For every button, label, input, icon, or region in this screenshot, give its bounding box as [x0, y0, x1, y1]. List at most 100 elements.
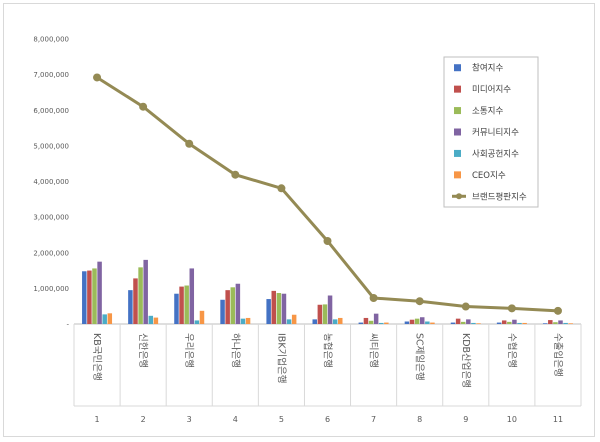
line-point	[139, 102, 148, 111]
bar	[266, 299, 271, 324]
bar	[179, 286, 184, 324]
bar	[174, 293, 179, 324]
x-rank-label: 10	[507, 415, 517, 424]
bar	[230, 287, 236, 324]
y-tick-label: 3,000,000	[33, 214, 69, 222]
bar	[553, 322, 558, 324]
x-category-label: IBK기업은행	[275, 333, 287, 384]
bar	[522, 322, 527, 324]
bar	[235, 283, 241, 324]
bar	[153, 317, 159, 324]
legend-label: 참여지수	[472, 63, 503, 74]
bar	[184, 285, 189, 324]
bar	[143, 259, 148, 324]
y-tick-label: 1,000,000	[33, 285, 69, 293]
chart-frame: - 1,000,000 2,000,000 3,000,000 4,000,000 5,0…	[3, 3, 595, 437]
line-point	[415, 297, 424, 306]
bar	[496, 322, 502, 324]
bar	[455, 318, 461, 324]
bar	[317, 304, 323, 324]
x-rank-label: 3	[187, 415, 192, 424]
bar	[430, 322, 435, 324]
bar	[363, 317, 369, 324]
y-tick-label: 6,000,000	[33, 107, 69, 115]
bar	[476, 323, 481, 324]
line-point	[93, 73, 102, 82]
bar	[194, 320, 200, 324]
bar	[404, 321, 410, 324]
axis-layer: - 1,000,000 2,000,000 3,000,000 4,000,000 5,0…	[33, 36, 582, 424]
legend-label: 브랜드평판지수	[472, 191, 527, 202]
bar	[225, 290, 230, 324]
line-point	[277, 184, 286, 193]
x-category-label: 수출입은행	[552, 333, 564, 377]
bar	[419, 317, 425, 324]
bar	[240, 318, 246, 324]
line-point	[323, 236, 332, 245]
bar	[286, 319, 292, 324]
bar	[281, 293, 287, 324]
bar	[332, 319, 338, 324]
bar	[189, 268, 195, 324]
x-rank-label: 6	[325, 415, 330, 424]
line-point	[369, 293, 378, 302]
legend-swatch	[454, 171, 461, 179]
legend-label: 미디어지수	[472, 84, 511, 95]
bar	[568, 323, 573, 324]
bar	[358, 322, 364, 324]
legend-swatch	[454, 149, 461, 157]
bar	[425, 321, 430, 324]
y-tick-label: 2,000,000	[33, 249, 69, 257]
legend-swatch	[454, 107, 461, 115]
bar	[409, 319, 415, 324]
legend-label: 소통지수	[472, 107, 503, 117]
x-category-label: 씨티은행	[368, 333, 380, 368]
x-rank-label: 11	[553, 415, 563, 424]
x-category-label: KDB산업은행	[460, 333, 472, 388]
bar	[312, 319, 317, 324]
bar	[322, 304, 328, 324]
bar	[138, 267, 143, 324]
bar	[128, 290, 133, 324]
bar	[102, 314, 107, 324]
x-rank-label: 7	[371, 415, 376, 424]
x-rank-label: 9	[463, 415, 468, 424]
legend-swatch	[454, 128, 461, 136]
x-rank-label: 4	[233, 415, 238, 424]
bar	[517, 322, 522, 324]
x-category-label: 수협은행	[506, 333, 518, 368]
bar	[378, 322, 384, 324]
y-tick-label: 8,000,000	[33, 36, 69, 44]
bar	[512, 319, 517, 324]
line-point	[461, 302, 470, 311]
x-category-label: 농협은행	[322, 333, 334, 368]
bar	[97, 261, 102, 324]
y-tick-label: -	[66, 321, 69, 329]
legend-swatch	[454, 64, 461, 72]
bar	[133, 278, 138, 324]
bar	[460, 321, 466, 324]
bar	[276, 293, 282, 324]
x-category-label: 우리은행	[183, 333, 195, 368]
bar	[548, 320, 553, 324]
x-rank-label: 2	[141, 415, 146, 424]
x-category-label: SC제일은행	[414, 333, 426, 381]
bar	[368, 320, 374, 324]
line-point	[231, 170, 240, 179]
bar	[542, 323, 548, 324]
x-rank-label: 1	[94, 415, 99, 424]
bar	[450, 322, 456, 324]
bar	[471, 322, 476, 324]
x-category-label: KB국민은행	[91, 333, 103, 381]
x-category-label: 신한은행	[137, 333, 149, 368]
bar	[271, 290, 277, 324]
x-category-label: 하나은행	[229, 333, 241, 368]
bar	[220, 299, 225, 324]
bar	[87, 270, 92, 324]
bar	[373, 313, 379, 324]
line-point	[553, 306, 562, 315]
chart: - 1,000,000 2,000,000 3,000,000 4,000,000 5,0…	[33, 36, 582, 424]
bar	[327, 295, 333, 324]
bar	[199, 310, 205, 324]
